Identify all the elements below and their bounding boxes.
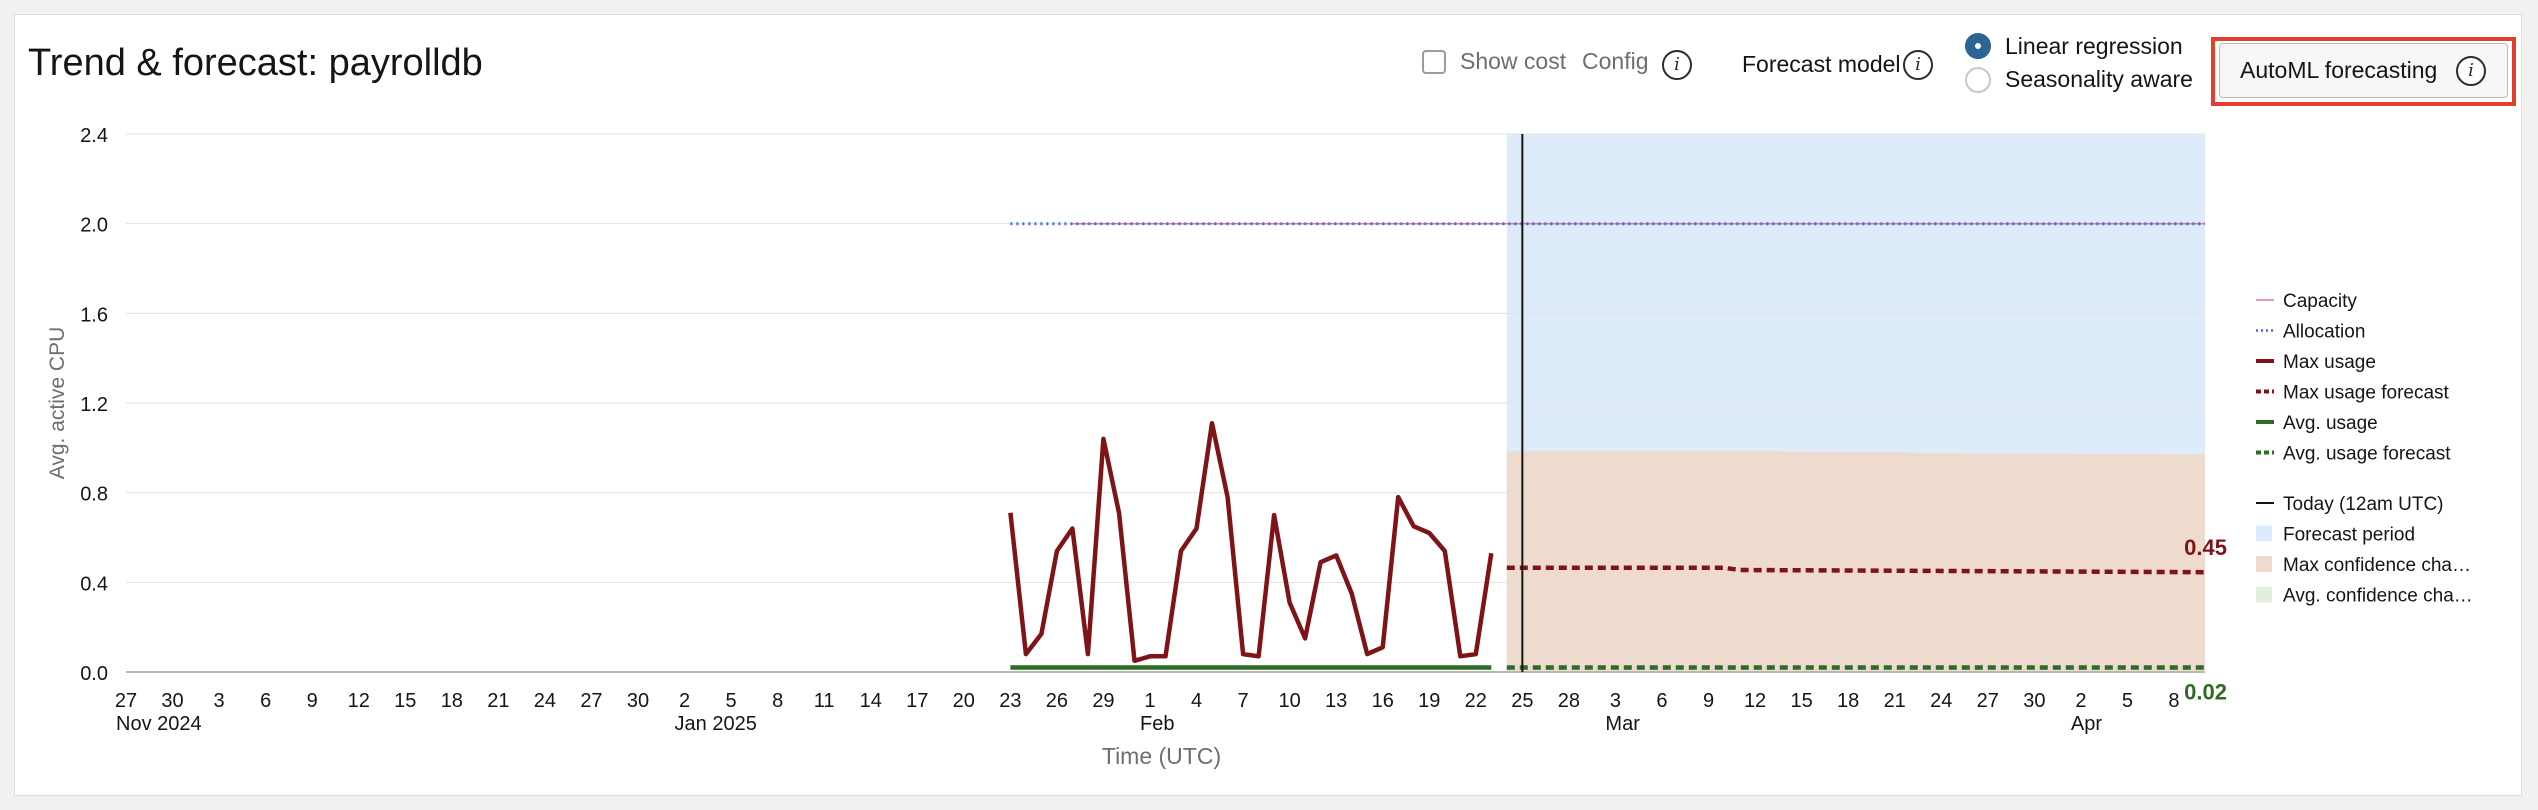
- legend-item-max-usage-forecast: Max usage forecast: [2256, 383, 2450, 404]
- x-tick-label: 18: [1837, 690, 1859, 712]
- annotation-avg-usage-forecast: 0.02: [2184, 680, 2227, 705]
- legend-swatch: [2256, 587, 2272, 603]
- legend-label: Avg. confidence cha…: [2283, 586, 2473, 607]
- x-tick-label: 12: [348, 690, 370, 712]
- x-tick-label: 20: [953, 690, 975, 712]
- x-tick-label: 10: [1278, 690, 1300, 712]
- y-axis-title: Avg. active CPU: [46, 327, 69, 480]
- legend-item-capacity: Capacity: [2256, 291, 2357, 312]
- x-tick-label: 2: [679, 690, 690, 712]
- y-tick-label: 2.4: [80, 125, 108, 147]
- x-tick-label: 9: [307, 690, 318, 712]
- y-tick-label: 1.6: [80, 304, 108, 326]
- legend-label: Capacity: [2283, 291, 2357, 312]
- x-tick-label: 30: [2023, 690, 2045, 712]
- y-tick-label: 0.0: [80, 663, 108, 685]
- x-tick-label: 19: [1418, 690, 1440, 712]
- x-tick-sublabel: Nov 2024: [116, 713, 202, 735]
- x-tick-label: 30: [627, 690, 649, 712]
- x-tick-label: 27: [115, 690, 137, 712]
- x-tick-sublabel: Jan 2025: [675, 713, 757, 735]
- x-tick-label: 7: [1238, 690, 1249, 712]
- x-tick-label: 24: [1930, 690, 1952, 712]
- legend-item-today-12am-utc: Today (12am UTC): [2256, 494, 2444, 515]
- x-tick-label: 9: [1703, 690, 1714, 712]
- x-tick-label: 15: [394, 690, 416, 712]
- x-tick-label: 11: [814, 690, 835, 712]
- x-tick-label: 8: [772, 690, 783, 712]
- legend-swatch: [2256, 556, 2272, 572]
- legend-label: Max usage: [2283, 352, 2376, 373]
- legend-item-avg-confidence-cha: Avg. confidence cha…: [2256, 586, 2473, 607]
- x-tick-label: 6: [260, 690, 271, 712]
- x-tick-label: 18: [441, 690, 463, 712]
- x-tick-label: 12: [1744, 690, 1766, 712]
- y-tick-label: 2.0: [80, 215, 108, 237]
- x-tick-label: 2: [2075, 690, 2086, 712]
- series-line-max-usage: [1010, 423, 1491, 661]
- x-tick-label: 27: [1977, 690, 1999, 712]
- legend-label: Max usage forecast: [2283, 383, 2450, 404]
- x-tick-sublabel: Mar: [1605, 713, 1640, 735]
- legend-swatch: [2256, 526, 2272, 542]
- max-confidence-band: [1507, 451, 2205, 672]
- x-tick-label: 22: [1465, 690, 1487, 712]
- legend-label: Allocation: [2283, 322, 2365, 343]
- x-tick-label: 21: [1884, 690, 1906, 712]
- x-tick-label: 5: [2122, 690, 2133, 712]
- x-tick-label: 4: [1191, 690, 1202, 712]
- y-tick-label: 1.2: [80, 394, 108, 416]
- x-tick-label: 28: [1558, 690, 1580, 712]
- x-tick-label: 15: [1790, 690, 1812, 712]
- x-tick-label: 5: [726, 690, 737, 712]
- x-tick-label: 6: [1656, 690, 1667, 712]
- x-tick-label: 21: [487, 690, 509, 712]
- x-tick-label: 23: [999, 690, 1021, 712]
- x-tick-sublabel: Apr: [2071, 713, 2102, 735]
- legend-item-avg-usage-forecast: Avg. usage forecast: [2256, 444, 2451, 465]
- y-tick-label: 0.4: [80, 573, 108, 595]
- legend-label: Max confidence cha…: [2283, 555, 2471, 576]
- x-tick-label: 30: [161, 690, 183, 712]
- x-tick-label: 26: [1046, 690, 1068, 712]
- legend-item-max-usage: Max usage: [2256, 352, 2376, 373]
- x-tick-label: 8: [2168, 690, 2179, 712]
- x-tick-label: 27: [580, 690, 602, 712]
- x-tick-label: 1: [1144, 690, 1155, 712]
- x-tick-label: 14: [860, 690, 882, 712]
- x-tick-label: 25: [1511, 690, 1533, 712]
- legend-item-forecast-period: Forecast period: [2256, 525, 2415, 546]
- legend-label: Avg. usage: [2283, 413, 2378, 434]
- x-tick-label: 17: [906, 690, 928, 712]
- x-tick-label: 13: [1325, 690, 1347, 712]
- x-tick-sublabel: Feb: [1140, 713, 1174, 735]
- x-tick-label: 24: [534, 690, 556, 712]
- x-tick-label: 3: [214, 690, 225, 712]
- legend-item-max-confidence-cha: Max confidence cha…: [2256, 555, 2471, 576]
- legend-label: Avg. usage forecast: [2283, 444, 2451, 465]
- x-tick-label: 29: [1092, 690, 1114, 712]
- legend-item-avg-usage: Avg. usage: [2256, 413, 2378, 434]
- x-tick-label: 3: [1610, 690, 1621, 712]
- legend-label: Forecast period: [2283, 525, 2415, 546]
- x-tick-label: 16: [1372, 690, 1394, 712]
- x-axis-title: Time (UTC): [1102, 743, 1221, 769]
- y-tick-label: 0.8: [80, 484, 108, 506]
- legend-label: Today (12am UTC): [2283, 494, 2444, 515]
- legend-item-allocation: Allocation: [2256, 322, 2365, 343]
- annotation-max-usage-forecast: 0.45: [2184, 535, 2227, 560]
